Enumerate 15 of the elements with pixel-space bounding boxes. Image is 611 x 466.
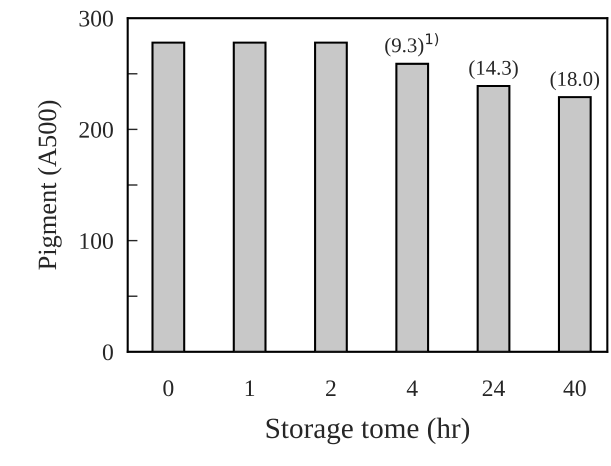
annotation: (9.3)$^{1)}$ bbox=[385, 33, 438, 57]
x-tick-label: 40 bbox=[563, 380, 586, 396]
annotation: (14.3) bbox=[469, 60, 518, 80]
x-tick-label: 24 bbox=[482, 380, 505, 396]
x-tick-label: 2 bbox=[326, 380, 336, 396]
x-tick-label: 4 bbox=[406, 380, 418, 396]
y-axis-title: Pigment (A500) bbox=[38, 100, 62, 270]
annotation: (18.0) bbox=[550, 71, 600, 90]
x-tick-label: 0 bbox=[163, 380, 174, 396]
x-axis-title: Storage tome (hr) bbox=[266, 418, 470, 444]
x-tick-label: 1 bbox=[246, 380, 254, 396]
y-tick-label: 300 bbox=[80, 10, 113, 27]
y-tick-label: 0 bbox=[102, 344, 113, 360]
y-tick-label: 100 bbox=[80, 233, 113, 250]
y-tick-label: 200 bbox=[79, 122, 113, 138]
